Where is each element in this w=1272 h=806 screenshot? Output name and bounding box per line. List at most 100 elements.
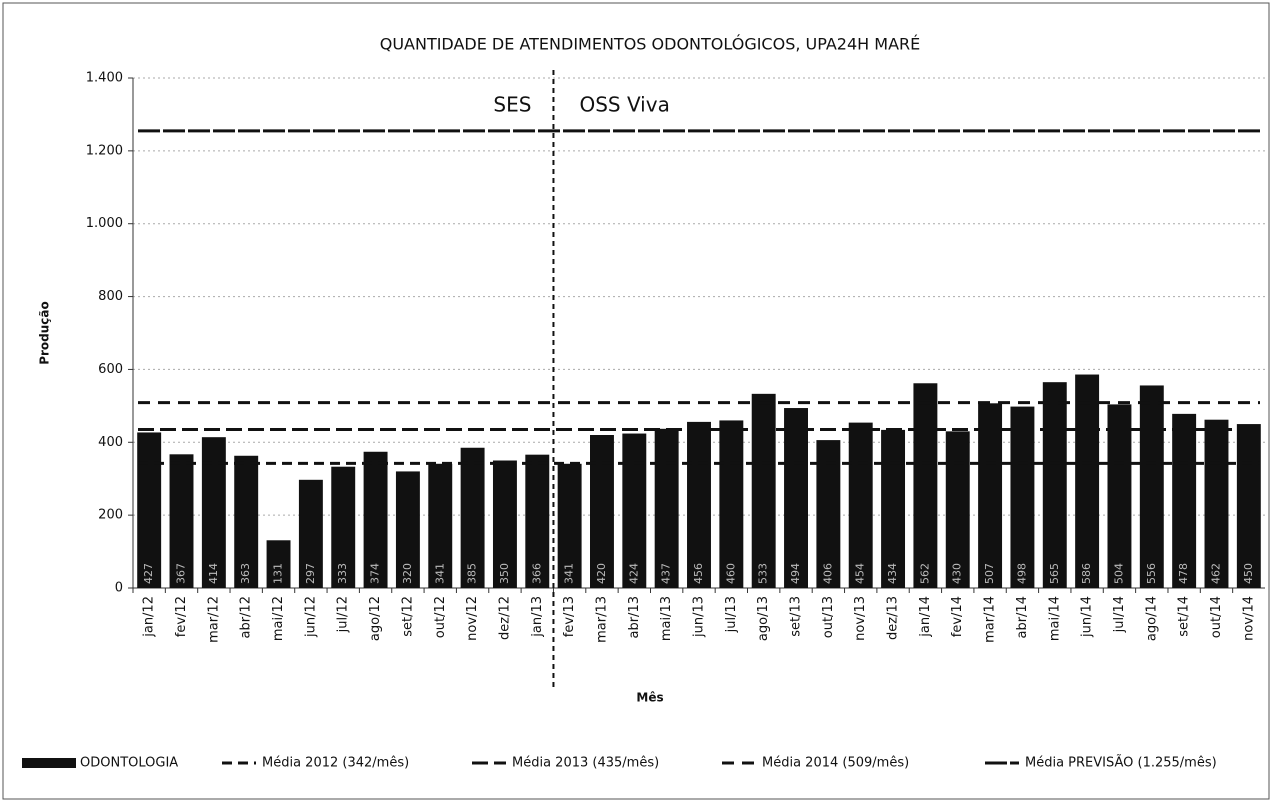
x-tick-label: ago/14 — [1144, 596, 1159, 641]
legend-label: ODONTOLOGIA — [80, 756, 178, 771]
x-tick-label: jan/12 — [142, 596, 157, 638]
bar — [363, 451, 388, 588]
bar — [654, 428, 679, 588]
y-tick-label: 0 — [115, 581, 123, 596]
value-label: 341 — [563, 563, 576, 584]
bar — [525, 454, 550, 588]
value-label: 297 — [304, 563, 317, 584]
x-tick-label: fev/13 — [562, 596, 577, 637]
bar — [234, 455, 259, 588]
legend-label: Média 2014 (509/mês) — [762, 756, 909, 771]
value-label: 437 — [660, 563, 673, 584]
x-axis-label: Mês — [636, 691, 663, 705]
y-tick-label: 400 — [98, 435, 123, 450]
bar — [137, 432, 162, 588]
value-label: 456 — [692, 563, 705, 584]
value-label: 366 — [530, 563, 543, 584]
y-tick-label: 600 — [98, 362, 123, 377]
x-tick-label: nov/13 — [853, 596, 868, 641]
chart-title: QUANTIDADE DE ATENDIMENTOS ODONTOLÓGICOS… — [380, 35, 921, 54]
bar — [719, 420, 744, 588]
bar — [945, 431, 970, 588]
x-tick-label: jan/13 — [530, 596, 545, 638]
value-label: 367 — [175, 563, 188, 584]
legend-label: Média 2013 (435/mês) — [512, 756, 659, 771]
x-tick-label: mai/14 — [1047, 596, 1062, 641]
x-tick-label: jul/12 — [336, 596, 351, 633]
x-tick-label: set/12 — [400, 596, 415, 637]
bar — [1042, 382, 1067, 588]
bar — [1075, 374, 1100, 588]
value-label: 414 — [207, 563, 220, 584]
value-label: 406 — [821, 563, 834, 584]
x-tick-label: nov/14 — [1241, 596, 1256, 641]
x-tick-label: jan/14 — [918, 596, 933, 638]
bar — [460, 447, 485, 588]
value-label: 478 — [1177, 563, 1190, 584]
value-label: 341 — [433, 563, 446, 584]
x-tick-label: out/14 — [1209, 596, 1224, 638]
value-label: 507 — [983, 563, 996, 584]
x-tick-label: mai/12 — [271, 596, 286, 641]
value-label: 427 — [142, 563, 155, 584]
value-label: 420 — [595, 563, 608, 584]
value-label: 424 — [627, 563, 640, 584]
bar — [169, 454, 194, 588]
x-tick-label: fev/12 — [174, 596, 189, 637]
value-label: 460 — [724, 563, 737, 584]
value-label: 462 — [1209, 563, 1222, 584]
value-label: 494 — [789, 563, 802, 584]
x-tick-label: jun/14 — [1080, 596, 1095, 638]
bar — [395, 471, 420, 588]
legend-label: Média 2012 (342/mês) — [262, 756, 409, 771]
bar — [590, 435, 614, 588]
bar — [622, 433, 647, 588]
value-label: 320 — [401, 563, 414, 584]
value-label: 430 — [951, 563, 964, 584]
value-label: 374 — [369, 563, 382, 584]
bar — [784, 408, 808, 588]
value-label: 498 — [1015, 563, 1028, 584]
value-label: 434 — [886, 563, 899, 584]
x-tick-label: abr/14 — [1015, 596, 1030, 639]
x-tick-label: mar/13 — [594, 596, 609, 643]
x-tick-label: dez/13 — [886, 596, 901, 640]
x-tick-label: nov/12 — [465, 596, 480, 641]
x-tick-label: abr/13 — [627, 596, 642, 639]
value-label: 450 — [1242, 563, 1255, 584]
value-label: 562 — [918, 563, 931, 584]
bar — [751, 393, 776, 588]
y-tick-label: 1.000 — [86, 216, 123, 231]
bar — [1204, 419, 1229, 588]
legend-label: Média PREVISÃO (1.255/mês) — [1025, 755, 1217, 771]
x-tick-label: fev/14 — [950, 596, 965, 637]
bar — [557, 463, 582, 588]
x-tick-label: ago/13 — [756, 596, 771, 641]
y-tick-label: 800 — [98, 289, 123, 304]
bar — [266, 540, 291, 588]
x-tick-label: out/12 — [433, 596, 448, 638]
x-tick-label: jul/14 — [1112, 596, 1127, 633]
bar — [428, 463, 453, 588]
y-axis-label: Produção — [38, 301, 52, 365]
x-tick-label: jun/12 — [303, 596, 318, 638]
x-tick-label: mai/13 — [659, 596, 674, 641]
bar — [1139, 385, 1164, 588]
y-tick-label: 1.200 — [86, 143, 123, 158]
x-tick-label: set/13 — [789, 596, 804, 637]
bar — [298, 479, 323, 588]
x-tick-label: jul/13 — [724, 596, 739, 633]
value-label: 350 — [498, 563, 511, 584]
x-tick-label: dez/12 — [497, 596, 512, 640]
value-label: 385 — [466, 563, 479, 584]
x-tick-label: jun/13 — [692, 596, 707, 638]
bar — [1236, 424, 1261, 588]
x-tick-label: ago/12 — [368, 596, 383, 641]
annotation: OSS Viva — [579, 93, 669, 117]
value-label: 565 — [1048, 563, 1061, 584]
bar — [1010, 406, 1035, 588]
y-tick-label: 200 — [98, 508, 123, 523]
value-label: 333 — [336, 563, 349, 584]
bar — [201, 437, 226, 588]
value-label: 504 — [1112, 563, 1125, 584]
